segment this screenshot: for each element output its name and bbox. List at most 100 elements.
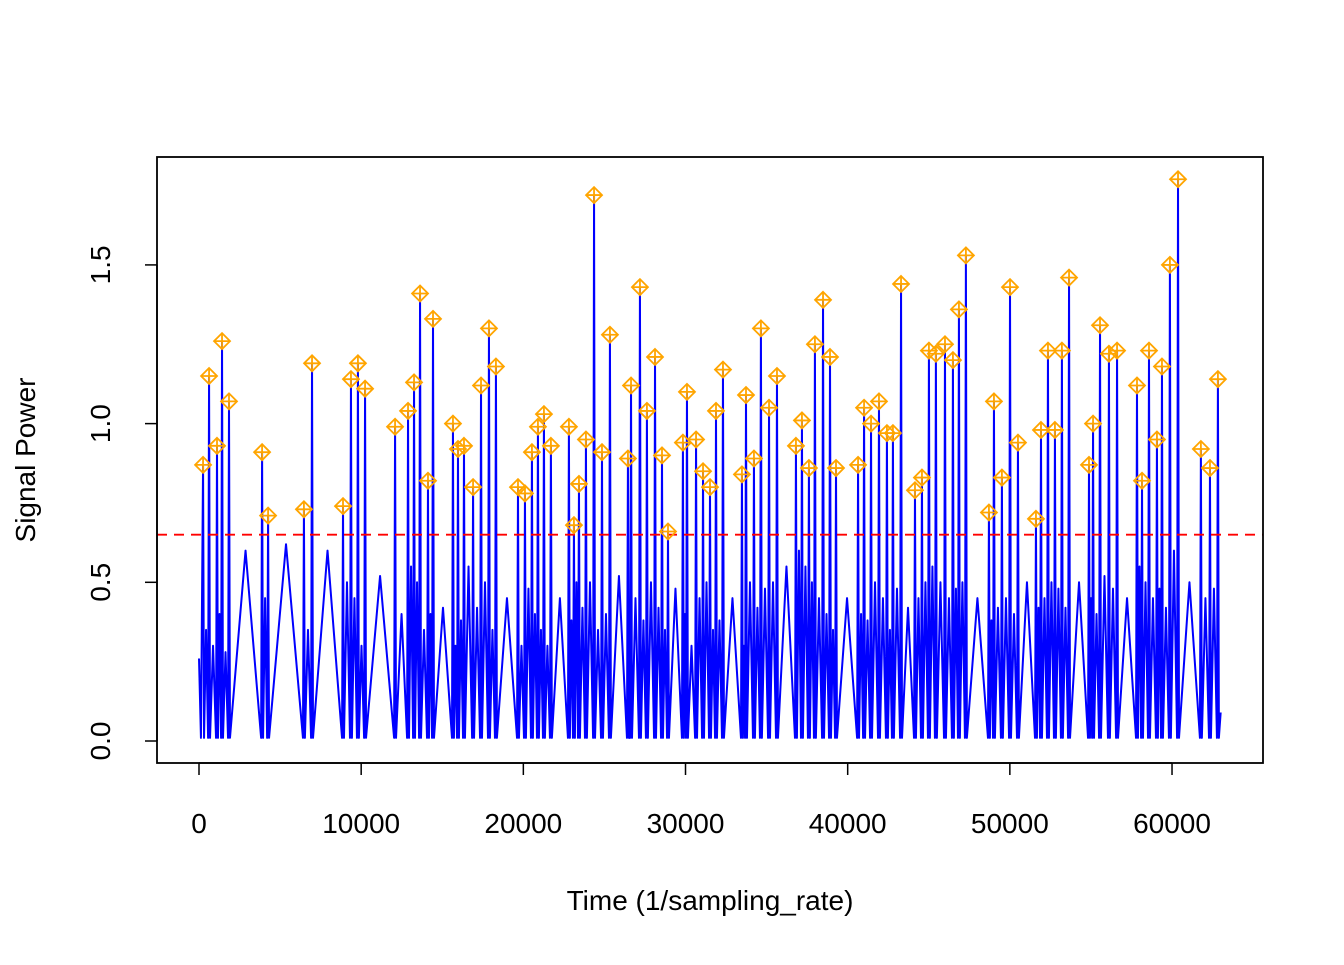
peak-marker-cross [980,504,997,521]
peak-marker [1152,357,1172,376]
peak-marker-diamond [486,357,506,376]
peak-marker [637,401,657,421]
peak-marker-cross [1148,431,1165,448]
x-tick-label: 60000 [1133,808,1211,839]
peak-marker-cross [335,498,352,515]
peak-marker-diamond [1160,255,1180,275]
peak-marker [826,458,846,478]
peak-marker-cross [387,418,404,435]
peak-marker [652,446,672,465]
peak-marker-diamond [1127,376,1147,395]
peak-marker-diamond [658,522,678,541]
peak-marker-cross [1209,371,1226,388]
peak-marker-cross [254,444,271,461]
peak-marker [1208,369,1228,389]
peak-marker-diamond [341,369,361,389]
peak-marker [559,417,579,437]
peak-marker-diamond [693,461,713,481]
peak-marker [207,436,227,456]
peak-marker-cross [787,437,804,454]
peak-marker-diamond [1083,414,1103,433]
peak-marker [861,414,881,433]
peak-marker-diamond [528,417,548,437]
peak-marker [905,480,925,500]
peak-marker-cross [214,333,231,350]
peak-marker [848,455,868,475]
peak-marker [410,284,430,303]
peak-marker [1045,420,1065,440]
peak-marker-cross [702,479,718,496]
peak-marker-cross [1140,342,1157,359]
peak-marker [258,506,278,525]
peak-marker-diamond [751,319,771,338]
peak-marker [534,404,554,424]
y-axis-label: Signal Power [10,378,41,543]
peak-marker [912,468,932,487]
peak-marker-cross [828,460,845,477]
peak-marker-diamond [912,468,932,487]
peak-marker [700,477,720,497]
peak-marker [219,392,239,411]
peak-marker-cross [260,507,277,524]
peak-marker-diamond [1045,420,1065,440]
peak-marker-cross [516,485,533,502]
peak-marker-cross [209,437,226,454]
peak-marker [1052,341,1072,360]
peak-marker [1026,509,1046,529]
peak-marker-cross [480,320,497,337]
peak-marker [1090,315,1110,335]
peak-marker [786,436,806,456]
peak-marker-cross [577,431,594,448]
peak-marker-cross [936,336,953,353]
peak-marker [348,354,368,373]
peak-marker-diamond [732,465,752,484]
peak-marker-diamond [302,354,322,373]
peak-marker [736,385,756,405]
x-tick-label: 50000 [971,808,1049,839]
peak-marker [706,401,726,421]
peak-marker-cross [542,437,559,454]
peak-marker [618,449,638,468]
peak-marker [1127,376,1147,395]
peak-marker-cross [406,374,423,391]
peak-marker [984,392,1004,411]
peak-marker [252,442,272,462]
peak-marker-cross [752,320,769,337]
peak-marker [1000,277,1020,297]
peak-marker-cross [733,466,750,483]
peak-marker [341,369,361,389]
peak-marker [891,274,911,294]
peak-marker-diamond [1132,471,1152,491]
peak-marker-cross [850,456,867,473]
peak-marker-diamond [891,274,911,294]
peak-marker-cross [473,377,490,394]
peak-marker-cross [565,517,582,534]
peak-marker [564,515,584,535]
peak-marker-cross [1080,456,1097,473]
peak-marker [677,382,697,402]
peak-marker-cross [738,387,755,404]
y-tick-label: 1.0 [85,404,116,443]
peak-marker-cross [623,377,640,394]
peak-marker-diamond [1208,369,1228,389]
peak-marker [1200,458,1220,478]
peak-marker [943,350,963,370]
peak-marker-cross [523,444,540,461]
peak-marker-cross [906,482,923,499]
peak-marker [1168,169,1188,189]
peak-marker-cross [619,450,636,467]
peak-marker-cross [1027,510,1044,527]
peak-marker [1083,414,1103,433]
peak-marker [949,300,969,319]
peak-marker-diamond [1031,420,1051,440]
peak-marker-cross [638,402,655,419]
peak-marker [385,417,405,437]
peak-marker [404,373,424,392]
peak-marker-cross [1009,434,1026,451]
peak-marker-cross [455,437,472,454]
peak-marker-cross [993,469,1010,486]
y-tick-label: 0.5 [85,563,116,602]
peak-marker-diamond [471,376,491,395]
peak-marker-cross [1085,415,1102,432]
peak-marker-diamond [799,458,819,478]
